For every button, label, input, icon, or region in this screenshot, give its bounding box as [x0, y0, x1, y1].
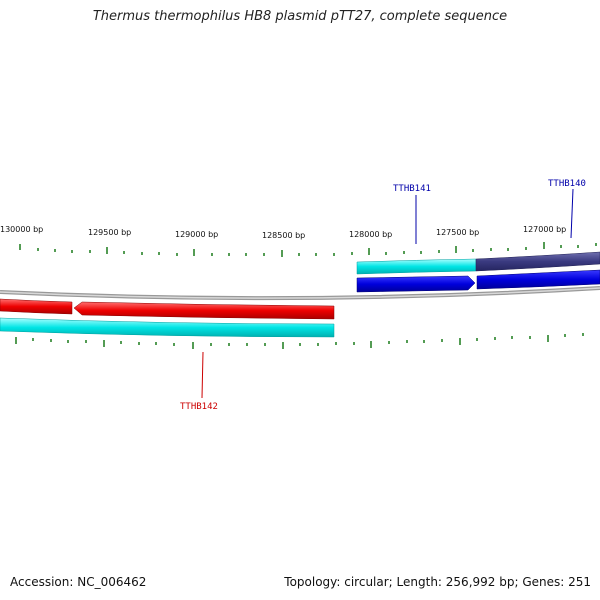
- inner-ticks: [15, 333, 584, 349]
- leader-line-tthb140: [570, 188, 574, 239]
- gene-label-tthb142[interactable]: TTHB142: [180, 402, 218, 412]
- topology-summary: Topology: circular; Length: 256,992 bp; …: [284, 575, 591, 589]
- ruler-label: 128500 bp: [262, 231, 305, 240]
- map-title: Thermus thermophilus HB8 plasmid pTT27, …: [92, 9, 508, 24]
- gene-tthb142[interactable]: [73, 301, 335, 320]
- ruler-label: 128000 bp: [349, 230, 392, 239]
- ruler-label: 129000 bp: [175, 230, 218, 239]
- accession-text: Accession: NC_006462: [10, 575, 147, 589]
- gene-label-tthb140[interactable]: TTHB140: [548, 179, 586, 189]
- gene-tthb142-start[interactable]: [0, 298, 73, 315]
- outer-ticks: [19, 242, 597, 257]
- misc-feature[interactable]: [475, 251, 600, 272]
- ruler-label: 127000 bp: [523, 225, 566, 234]
- leader-line-tthb142: [201, 351, 204, 399]
- cds-feature[interactable]: [356, 258, 477, 275]
- gene-label-tthb141[interactable]: TTHB141: [393, 184, 431, 194]
- gene-tthb141[interactable]: [356, 275, 476, 293]
- ruler-label: 130000 bp: [0, 225, 43, 234]
- cds-feature-reverse[interactable]: [0, 317, 335, 338]
- ruler-label: 127500 bp: [436, 228, 479, 237]
- ruler-label: 129500 bp: [88, 228, 131, 237]
- gene-tthb140[interactable]: [476, 269, 600, 290]
